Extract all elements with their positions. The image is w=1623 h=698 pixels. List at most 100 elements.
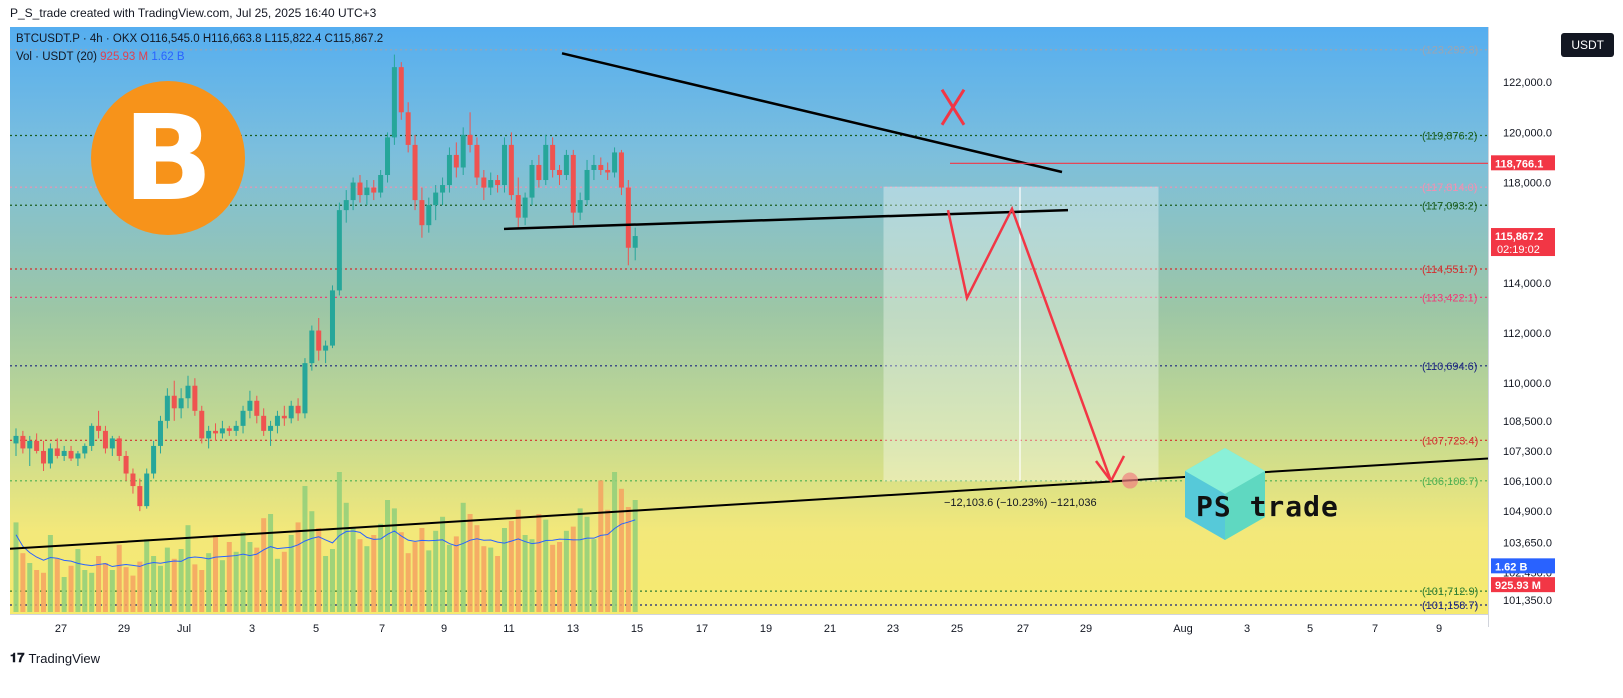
time-tick: 7 xyxy=(379,623,385,635)
measure-label: −12,103.6 (−10.23%) −121,036 xyxy=(944,497,1097,509)
candle-body xyxy=(261,415,267,431)
volume-bar xyxy=(577,508,583,612)
resistance-trendline xyxy=(561,52,1063,174)
volume-bar xyxy=(254,547,260,612)
candle-body xyxy=(226,428,232,431)
time-axis[interactable]: 27 29 Jul 3 5 7 9 11 13 15 17 19 21 23 25 27 29 Aug 3 5 7 9 xyxy=(10,614,1488,641)
currency-button[interactable]: USDT xyxy=(1561,33,1614,57)
volume-bar xyxy=(605,509,611,612)
volume-bar xyxy=(178,549,184,612)
volume-bar xyxy=(268,514,274,612)
candle-body xyxy=(440,185,446,193)
candle-body xyxy=(102,430,108,449)
volume-bar xyxy=(412,542,418,612)
price-tag-label: 925.93 M xyxy=(1495,580,1541,592)
volume-bar xyxy=(529,539,535,612)
candle-body xyxy=(467,134,473,145)
candle-body xyxy=(192,385,198,411)
candle-body xyxy=(157,420,163,446)
chart-canvas[interactable]: −12,103.6 (−10.23%) −121,036 (123,293.3) (… xyxy=(10,27,1488,614)
volume-bar xyxy=(378,523,384,612)
volume-bar xyxy=(309,511,315,612)
candle-body xyxy=(171,395,177,409)
candle-body xyxy=(474,144,480,178)
candle-body xyxy=(199,410,205,439)
volume-bar xyxy=(47,535,53,612)
arrow-head xyxy=(1094,455,1126,484)
candle-body xyxy=(316,330,322,351)
price-tag-countdown: 02:19:02 xyxy=(1497,244,1540,256)
footer-brand[interactable]: TradingView xyxy=(28,650,101,666)
level-label: (117,814.0) xyxy=(1422,182,1477,194)
candle-body xyxy=(323,345,329,351)
volume-bar xyxy=(144,539,150,612)
price-tick: 110,000.0 xyxy=(1503,378,1551,390)
volume-bar xyxy=(632,500,638,612)
candle-body xyxy=(309,330,315,364)
candle-body xyxy=(178,398,184,409)
candle-body xyxy=(350,182,356,201)
candle-body xyxy=(54,448,60,456)
volume-bar xyxy=(233,551,239,612)
volume-bar xyxy=(591,539,597,612)
volume-bar xyxy=(364,546,370,612)
candle-body xyxy=(144,473,150,507)
candle-body xyxy=(295,405,301,414)
target-dot xyxy=(1122,472,1138,489)
candle-body xyxy=(378,175,384,193)
candle-body xyxy=(109,438,115,449)
volume-ma: 1.62 B xyxy=(151,51,185,63)
volume-bar xyxy=(41,572,47,612)
time-tick: 15 xyxy=(631,623,643,635)
candle-body xyxy=(618,152,624,188)
time-tick: 3 xyxy=(249,623,255,635)
volume-bar xyxy=(446,544,452,612)
candle-body xyxy=(577,200,583,213)
volume-label: Vol · USDT (20) xyxy=(16,51,97,63)
price-axis[interactable]: 122,000.0 120,000.0 118,000.0 114,000.0 112,… xyxy=(1488,27,1623,627)
volume-bar xyxy=(281,551,287,612)
price-tick: 107,300.0 xyxy=(1503,446,1552,458)
volume-bar xyxy=(357,539,363,612)
candle-body xyxy=(515,195,521,218)
volume-bar xyxy=(563,530,569,612)
price-tag xyxy=(1491,558,1555,574)
price-tag xyxy=(1491,228,1555,257)
candle-body xyxy=(89,425,95,446)
candle-body xyxy=(391,67,397,138)
candle-body xyxy=(247,400,253,411)
volume-bar xyxy=(151,556,157,612)
bitcoin-logo-icon: B xyxy=(91,81,245,235)
candle-body xyxy=(68,450,74,459)
price-chart[interactable]: −12,103.6 (−10.23%) −121,036 (123,293.3) (… xyxy=(10,27,1488,614)
candle-body xyxy=(27,440,33,449)
candle-body xyxy=(563,154,569,176)
time-tick: 23 xyxy=(887,623,899,635)
time-tick: 3 xyxy=(1244,623,1250,635)
time-tick: Jul xyxy=(177,623,191,635)
volume-bar xyxy=(123,567,129,612)
candle-body xyxy=(605,169,611,173)
volume-bar xyxy=(171,558,177,612)
volume-bar xyxy=(288,535,294,612)
volume-bar xyxy=(240,532,246,612)
candle-body xyxy=(371,187,377,193)
footer: 𝟏𝟕 TradingView xyxy=(10,650,100,666)
level-label: (119,876.2) xyxy=(1422,130,1477,142)
volume-bar xyxy=(137,561,143,612)
candle-body xyxy=(536,164,542,181)
time-tick: Aug xyxy=(1173,623,1193,635)
candle-body xyxy=(543,144,549,181)
volume-bar xyxy=(116,544,122,612)
candle-body xyxy=(591,164,597,170)
volume-bar xyxy=(433,530,439,612)
volume-bar xyxy=(295,522,301,612)
candle-body xyxy=(116,438,122,456)
volume-bar xyxy=(460,502,466,612)
volume-bar xyxy=(213,535,219,612)
level-label: (101,158.7) xyxy=(1422,600,1478,612)
volume-bar xyxy=(557,542,563,612)
candle-body xyxy=(13,435,19,444)
tradingview-logo-icon: 𝟏𝟕 xyxy=(10,650,25,665)
candle-body xyxy=(419,200,425,226)
